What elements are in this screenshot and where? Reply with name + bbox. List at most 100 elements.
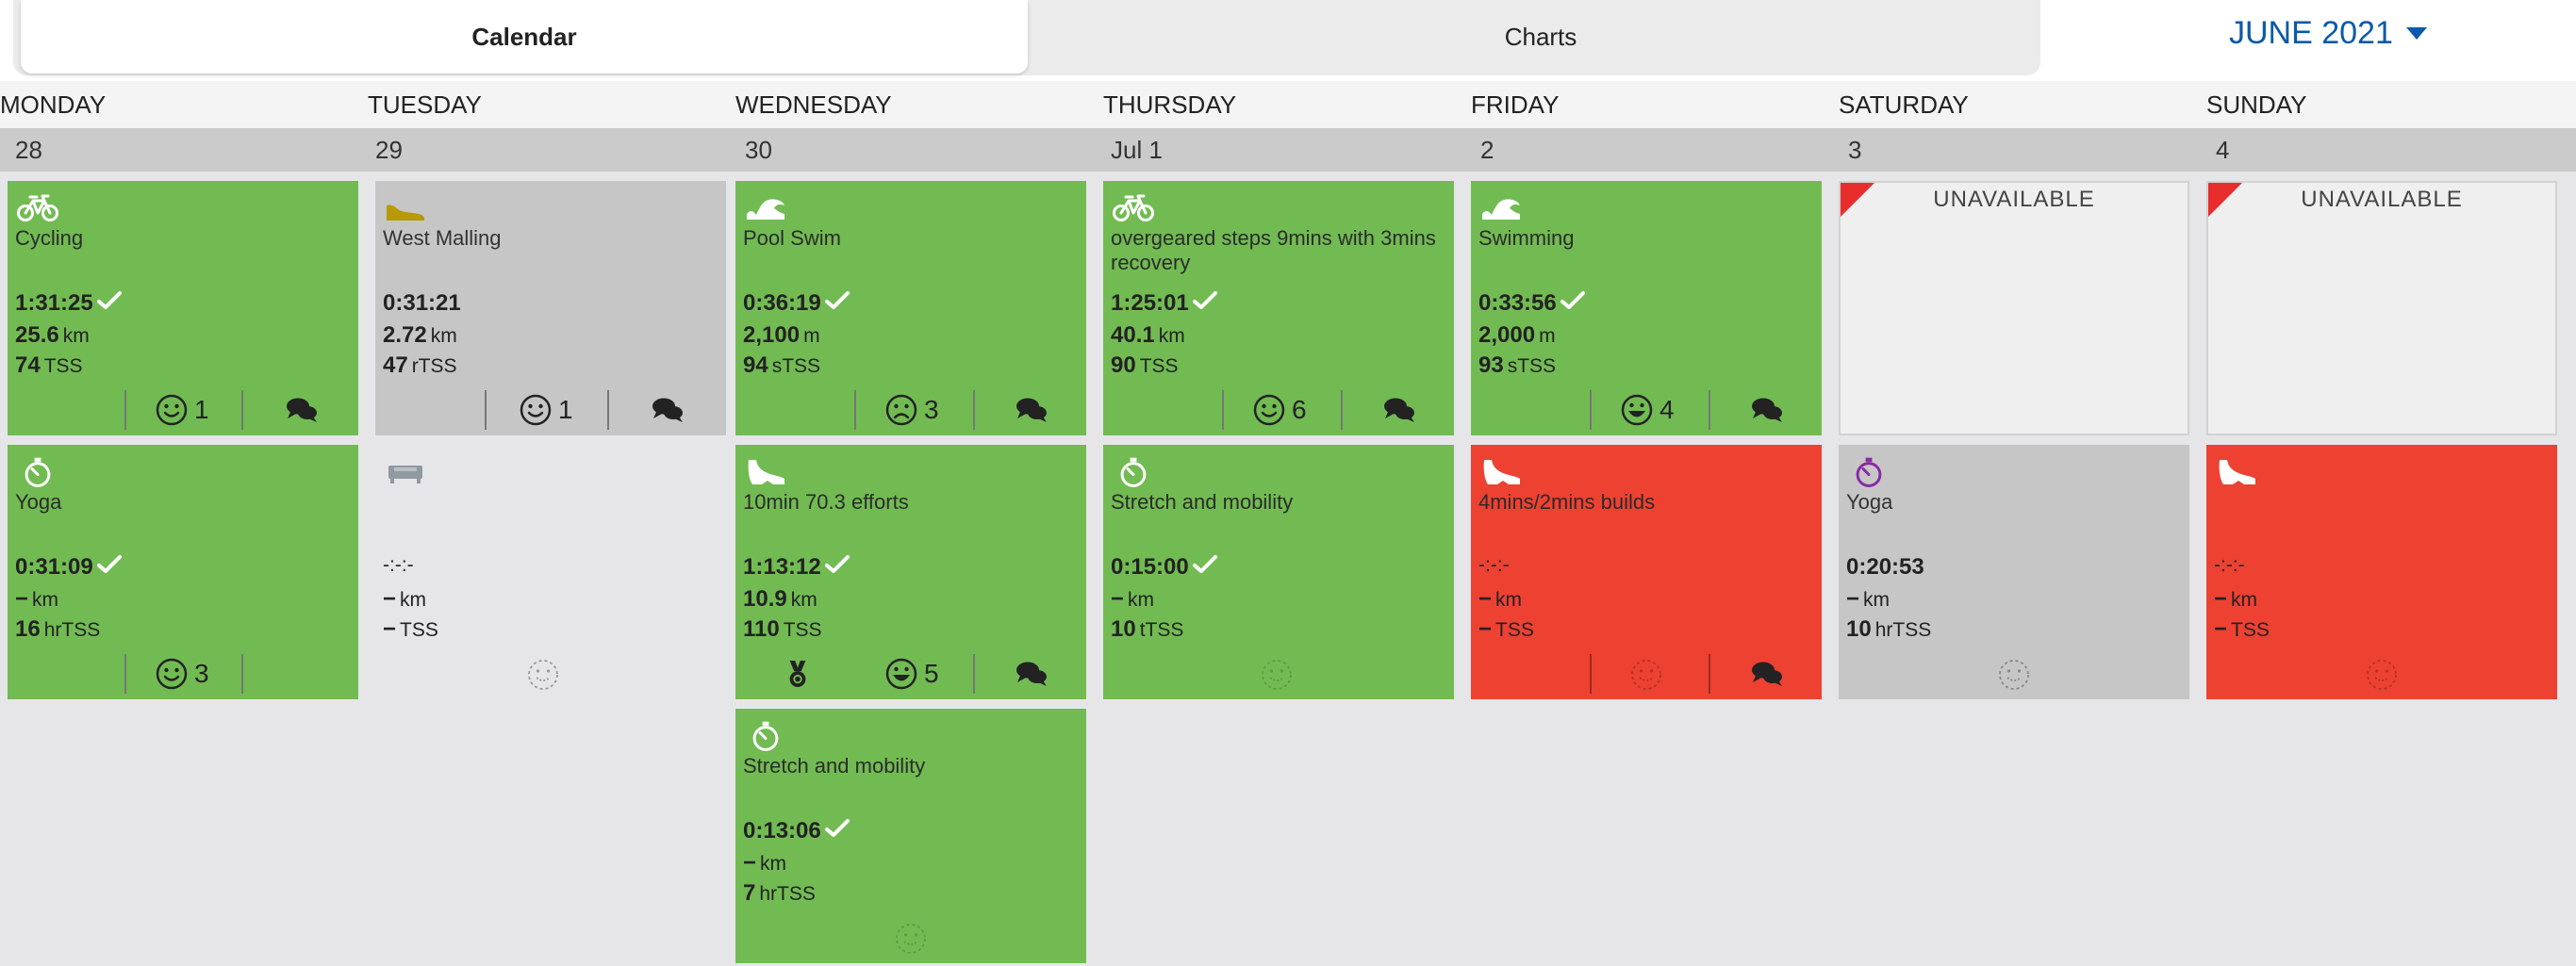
workout-distance: 40.1	[1111, 322, 1155, 348]
workout-duration: 0:31:21	[383, 290, 461, 316]
comments-button[interactable]	[1382, 390, 1416, 430]
unavailable-label: UNAVAILABLE	[1933, 187, 2095, 212]
tab-calendar[interactable]: Calendar	[21, 0, 1028, 74]
distance-unit: m	[803, 325, 820, 347]
feel-count: 5	[924, 659, 939, 688]
unavailable-card[interactable]: UNAVAILABLE	[1839, 181, 2189, 435]
check-icon	[1560, 291, 1585, 310]
load-unit: TSS	[43, 355, 83, 377]
workout-title: 4mins/2mins builds	[1478, 490, 1656, 514]
feel-count: 4	[1660, 395, 1675, 424]
workout-card-swimming[interactable]: Swimming 0:33:56 2,000 m 93 sTSS 4	[1471, 181, 1822, 435]
smile-icon	[155, 393, 189, 427]
chat-icon	[651, 396, 685, 424]
unavailable-card[interactable]: UNAVAILABLE	[2206, 181, 2557, 435]
feel-placeholder-icon[interactable]	[894, 922, 928, 956]
workout-card-overgeared-steps[interactable]: overgeared steps 9mins with 3mins recove…	[1103, 181, 1454, 435]
workout-card-pool-swim[interactable]: Pool Swim 0:36:19 2,100 m 94 sTSS 3	[735, 181, 1086, 435]
workout-load: −	[2214, 616, 2228, 642]
achievement-button[interactable]	[784, 654, 811, 694]
feel-placeholder-icon[interactable]	[1997, 658, 2031, 692]
load-unit: TSS	[1495, 619, 1534, 641]
divider	[241, 390, 243, 430]
workout-title: 10min 70.3 efforts	[743, 490, 909, 514]
feel-button[interactable]: 4	[1620, 390, 1675, 430]
workout-card-stretch-mobility-2[interactable]: Stretch and mobility 0:13:06 − km 7 hrTSS	[735, 709, 1086, 963]
chat-icon	[1750, 396, 1784, 424]
date-row: 28 29 30 Jul 1 2 3 4	[0, 128, 2576, 172]
workout-card-70-3-efforts[interactable]: 10min 70.3 efforts 1:13:12 10.9 km 110 TSS…	[735, 445, 1086, 699]
weekday-tuesday: TUESDAY	[368, 90, 482, 119]
date-wednesday: 30	[745, 136, 772, 164]
swim-icon	[1480, 192, 1522, 224]
feel-button[interactable]: 3	[155, 654, 209, 694]
swim-icon	[745, 192, 786, 224]
comments-button[interactable]	[1015, 390, 1049, 430]
comments-button[interactable]	[1015, 654, 1049, 694]
workout-card-yoga-planned[interactable]: Yoga 0:20:53 − km 10 hrTSS	[1839, 445, 2189, 699]
view-switcher: Calendar Charts	[13, 0, 2040, 75]
workout-card-stretch-mobility[interactable]: Stretch and mobility 0:15:00 − km 10 tTSS	[1103, 445, 1454, 699]
grin-icon	[1620, 393, 1654, 427]
feel-placeholder-icon[interactable]	[1260, 658, 1294, 692]
run-icon	[1480, 456, 1522, 488]
workout-duration: -:-:-	[2214, 554, 2245, 576]
comments-button[interactable]	[1750, 654, 1784, 694]
feel-placeholder-icon[interactable]	[526, 658, 560, 692]
workout-load: 7	[743, 880, 756, 906]
workout-card-cycling[interactable]: Cycling 1:31:25 25.6 km 74 TSS 1	[8, 181, 358, 435]
grin-icon	[884, 657, 918, 691]
distance-unit: km	[760, 853, 787, 875]
workout-card-4mins-builds[interactable]: 4mins/2mins builds -:-:- − km − TSS	[1471, 445, 1822, 699]
workout-card-west-malling[interactable]: West Malling 0:31:21 2.72 km 47 rTSS 1	[375, 181, 726, 435]
comments-button[interactable]	[285, 390, 319, 430]
weekday-monday: MONDAY	[0, 90, 107, 119]
workout-title: Pool Swim	[743, 226, 841, 250]
feel-placeholder-icon[interactable]	[1629, 658, 1663, 692]
workout-load: −	[1478, 616, 1493, 642]
feel-button[interactable]: 1	[155, 390, 209, 430]
comments-button[interactable]	[651, 390, 685, 430]
feel-button[interactable]: 3	[884, 390, 939, 430]
comments-button[interactable]	[1750, 390, 1784, 430]
check-icon	[97, 555, 122, 574]
workout-duration: 1:13:12	[743, 554, 821, 580]
medal-icon	[784, 659, 811, 689]
feel-button[interactable]: 1	[519, 390, 573, 430]
stopwatch-icon	[1113, 456, 1154, 488]
workout-card-run-missed[interactable]: -:-:- − km − TSS	[2206, 445, 2557, 699]
workout-duration: -:-:-	[1478, 554, 1510, 576]
feel-button[interactable]: 5	[884, 654, 939, 694]
workout-distance: −	[15, 586, 29, 612]
workout-card-strength-planned[interactable]: -:-:- − km − TSS	[375, 445, 726, 699]
top-bar: Calendar Charts JUNE 2021	[0, 0, 2576, 81]
load-unit: tTSS	[1139, 619, 1184, 641]
distance-unit: km	[790, 589, 817, 611]
feel-count: 1	[558, 395, 573, 424]
run-icon	[745, 456, 786, 488]
unavailable-flag-icon	[1841, 183, 1874, 217]
workout-duration: 0:33:56	[1478, 290, 1557, 316]
divider	[1590, 654, 1592, 694]
workout-load: 10	[1846, 616, 1872, 642]
load-unit: TSS	[400, 619, 438, 641]
workout-distance: −	[383, 586, 397, 612]
shoe-icon	[385, 192, 426, 224]
distance-unit: km	[1495, 589, 1523, 611]
check-icon	[825, 555, 850, 574]
workout-distance: 10.9	[743, 586, 787, 612]
date-thursday: Jul 1	[1111, 136, 1163, 164]
workout-distance: 25.6	[15, 322, 59, 348]
tab-charts[interactable]: Charts	[1504, 22, 1577, 51]
workout-title: overgeared steps 9mins with 3mins recove…	[1111, 226, 1436, 274]
load-unit: hrTSS	[759, 883, 816, 905]
workout-card-yoga[interactable]: Yoga 0:31:09 − km 16 hrTSS 3	[8, 445, 358, 699]
check-icon	[825, 291, 850, 310]
caret-down-icon	[2405, 26, 2427, 40]
divider	[854, 390, 856, 430]
feel-button[interactable]: 6	[1252, 390, 1307, 430]
date-monday: 28	[15, 136, 42, 164]
stopwatch-icon	[17, 456, 58, 488]
feel-placeholder-icon[interactable]	[2365, 658, 2399, 692]
month-picker[interactable]: JUNE 2021	[2229, 0, 2427, 66]
